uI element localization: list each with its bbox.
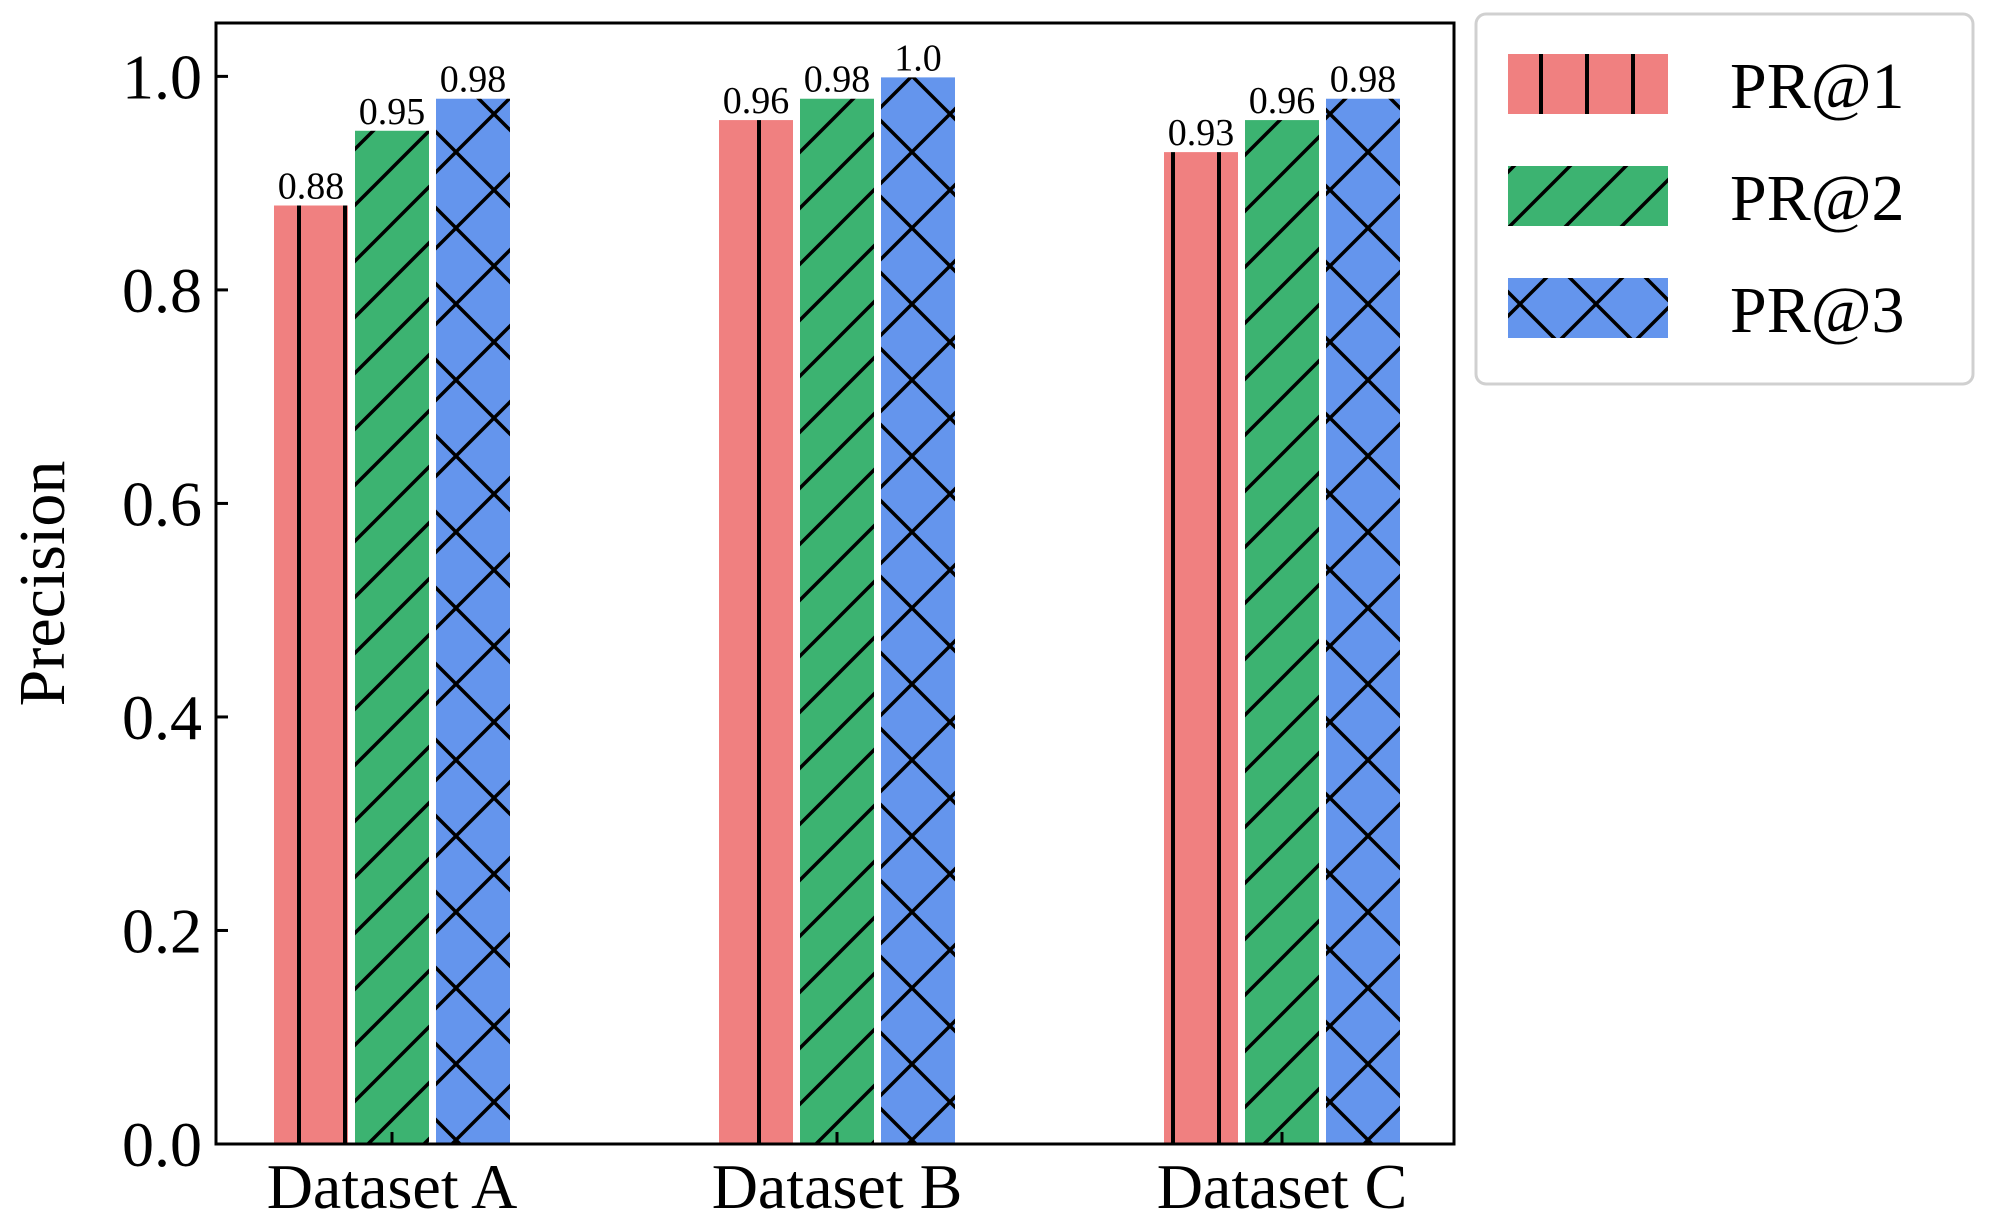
y-tick-label: 1.0 (122, 41, 202, 112)
bar-value-label: 1.0 (894, 37, 942, 79)
bar-value-label: 0.98 (1330, 59, 1397, 101)
bar-pr-2-dataset-c (1243, 118, 1321, 1146)
x-axis: Dataset A Dataset B Dataset C (267, 1132, 1408, 1222)
bar-pr-3-dataset-b (879, 75, 957, 1145)
bar-value-label: 0.96 (723, 80, 790, 122)
legend-swatch-pr-1 (1508, 54, 1668, 114)
bar-pr-1-dataset-c (1162, 150, 1240, 1146)
x-tick-label: Dataset A (267, 1151, 518, 1222)
x-tick-label: Dataset B (712, 1151, 963, 1222)
bar-pr-1-dataset-a (272, 203, 350, 1145)
y-tick-label: 0.0 (122, 1109, 202, 1180)
y-tick-label: 0.2 (122, 895, 202, 966)
bar-value-label: 0.98 (804, 59, 871, 101)
bars-layer (272, 75, 1402, 1146)
y-axis-label: Precision (6, 461, 79, 707)
bar-labels-layer: 0.88 0.95 0.98 0.96 0.98 1.0 0.93 0.96 0.98 (278, 37, 1397, 207)
bar-value-label: 0.98 (440, 59, 507, 101)
legend-swatch-pr-3 (1508, 278, 1668, 338)
y-axis: 0.0 0.2 0.4 0.6 0.8 1.0 (122, 41, 228, 1180)
bar-pr-2-dataset-a (353, 128, 431, 1145)
bar-value-label: 0.95 (359, 91, 426, 133)
legend: PR@1 PR@2 PR@3 (1474, 12, 1975, 386)
y-tick-label: 0.8 (122, 255, 202, 326)
y-tick-label: 0.6 (122, 468, 202, 539)
legend-label-pr-2: PR@2 (1730, 162, 1905, 235)
bar-pr-2-dataset-b (798, 96, 876, 1146)
plot-area-frame (214, 21, 1456, 1146)
legend-swatch-pr-2 (1508, 166, 1668, 226)
bar-pr-1-dataset-b (717, 118, 795, 1146)
bar-pr-3-dataset-a (434, 96, 512, 1146)
bar-value-label: 0.88 (278, 165, 345, 207)
y-tick-label: 0.4 (122, 682, 202, 753)
bar-value-label: 0.93 (1168, 112, 1235, 154)
bar-pr-3-dataset-c (1324, 96, 1402, 1146)
legend-label-pr-1: PR@1 (1730, 50, 1905, 123)
x-tick-label: Dataset C (1157, 1151, 1408, 1222)
legend-label-pr-3: PR@3 (1730, 274, 1905, 347)
bar-value-label: 0.96 (1249, 80, 1316, 122)
